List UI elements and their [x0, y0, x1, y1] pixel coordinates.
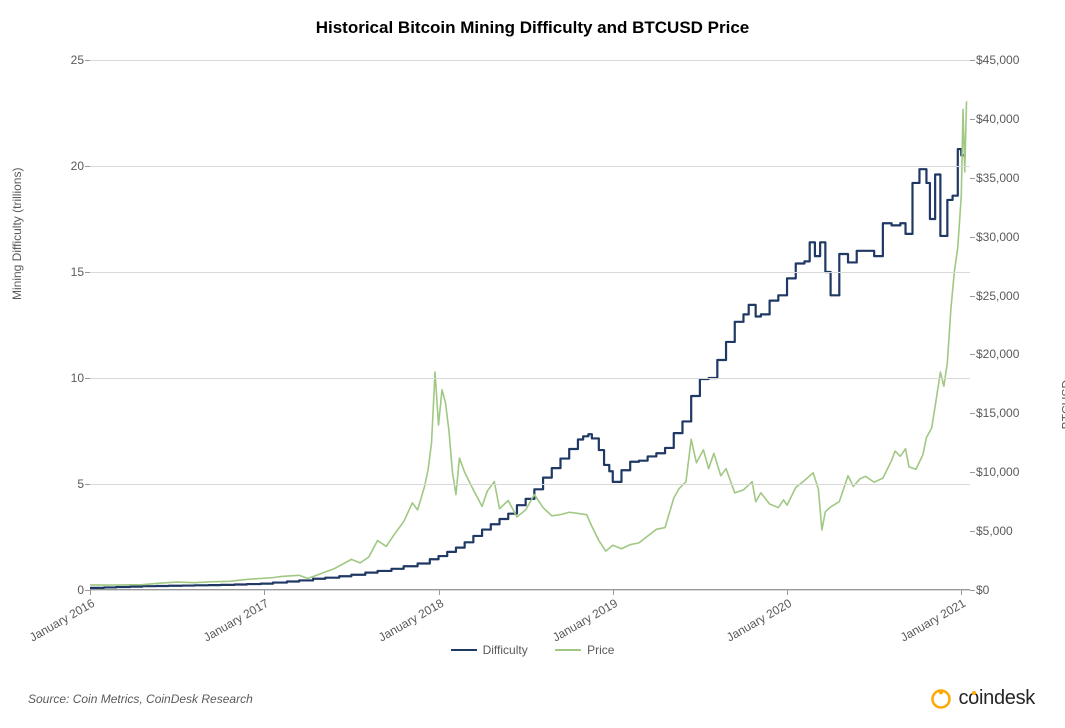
tick-mark — [85, 484, 90, 485]
y-tick-left: 10 — [54, 371, 84, 385]
legend-label-difficulty: Difficulty — [483, 643, 528, 657]
tick-mark — [85, 166, 90, 167]
chart-plot-area: 0510152025$0$5,000$10,000$15,000$20,000$… — [90, 60, 970, 590]
y-tick-left: 20 — [54, 159, 84, 173]
tick-mark — [264, 590, 265, 595]
tick-mark — [970, 60, 975, 61]
chart-title: Historical Bitcoin Mining Difficulty and… — [0, 0, 1065, 38]
coindesk-logo: coindesk — [930, 687, 1035, 710]
y-tick-left: 25 — [54, 53, 84, 67]
source-text: Source: Coin Metrics, CoinDesk Research — [28, 692, 253, 706]
gridline — [90, 378, 970, 379]
coindesk-logo-icon — [930, 688, 952, 710]
tick-mark — [439, 590, 440, 595]
tick-mark — [85, 272, 90, 273]
series-price — [90, 101, 967, 585]
gridline — [90, 590, 970, 591]
y-axis-label-right: BTCUSD — [1059, 380, 1065, 429]
legend-item-difficulty: Difficulty — [451, 643, 528, 657]
legend-swatch-price — [555, 649, 581, 651]
y-axis-label-left: Mining Difficulty (trillions) — [10, 168, 24, 300]
tick-mark — [970, 590, 975, 591]
y-tick-left: 15 — [54, 265, 84, 279]
y-tick-right: $5,000 — [976, 524, 1013, 538]
y-tick-right: $35,000 — [976, 171, 1019, 185]
tick-mark — [90, 590, 91, 595]
tick-mark — [85, 378, 90, 379]
tick-mark — [787, 590, 788, 595]
gridline — [90, 166, 970, 167]
legend: Difficulty Price — [0, 640, 1065, 657]
gridline — [90, 272, 970, 273]
tick-mark — [970, 531, 975, 532]
tick-mark — [970, 354, 975, 355]
y-tick-right: $25,000 — [976, 289, 1019, 303]
tick-mark — [970, 178, 975, 179]
y-tick-right: $40,000 — [976, 112, 1019, 126]
tick-mark — [85, 60, 90, 61]
legend-label-price: Price — [587, 643, 614, 657]
y-tick-right: $30,000 — [976, 230, 1019, 244]
gridline — [90, 60, 970, 61]
tick-mark — [970, 296, 975, 297]
tick-mark — [970, 413, 975, 414]
series-difficulty — [90, 145, 965, 588]
y-tick-right: $10,000 — [976, 465, 1019, 479]
tick-mark — [961, 590, 962, 595]
legend-item-price: Price — [555, 643, 614, 657]
coindesk-logo-text: coindesk — [958, 687, 1035, 710]
y-tick-left: 5 — [54, 477, 84, 491]
tick-mark — [970, 472, 975, 473]
y-tick-right: $20,000 — [976, 347, 1019, 361]
line-plot — [90, 60, 970, 590]
tick-mark — [613, 590, 614, 595]
legend-swatch-difficulty — [451, 649, 477, 651]
tick-mark — [970, 237, 975, 238]
y-tick-right: $45,000 — [976, 53, 1019, 67]
tick-mark — [970, 119, 975, 120]
y-tick-right: $0 — [976, 583, 989, 597]
gridline — [90, 484, 970, 485]
y-tick-right: $15,000 — [976, 406, 1019, 420]
y-tick-left: 0 — [54, 583, 84, 597]
